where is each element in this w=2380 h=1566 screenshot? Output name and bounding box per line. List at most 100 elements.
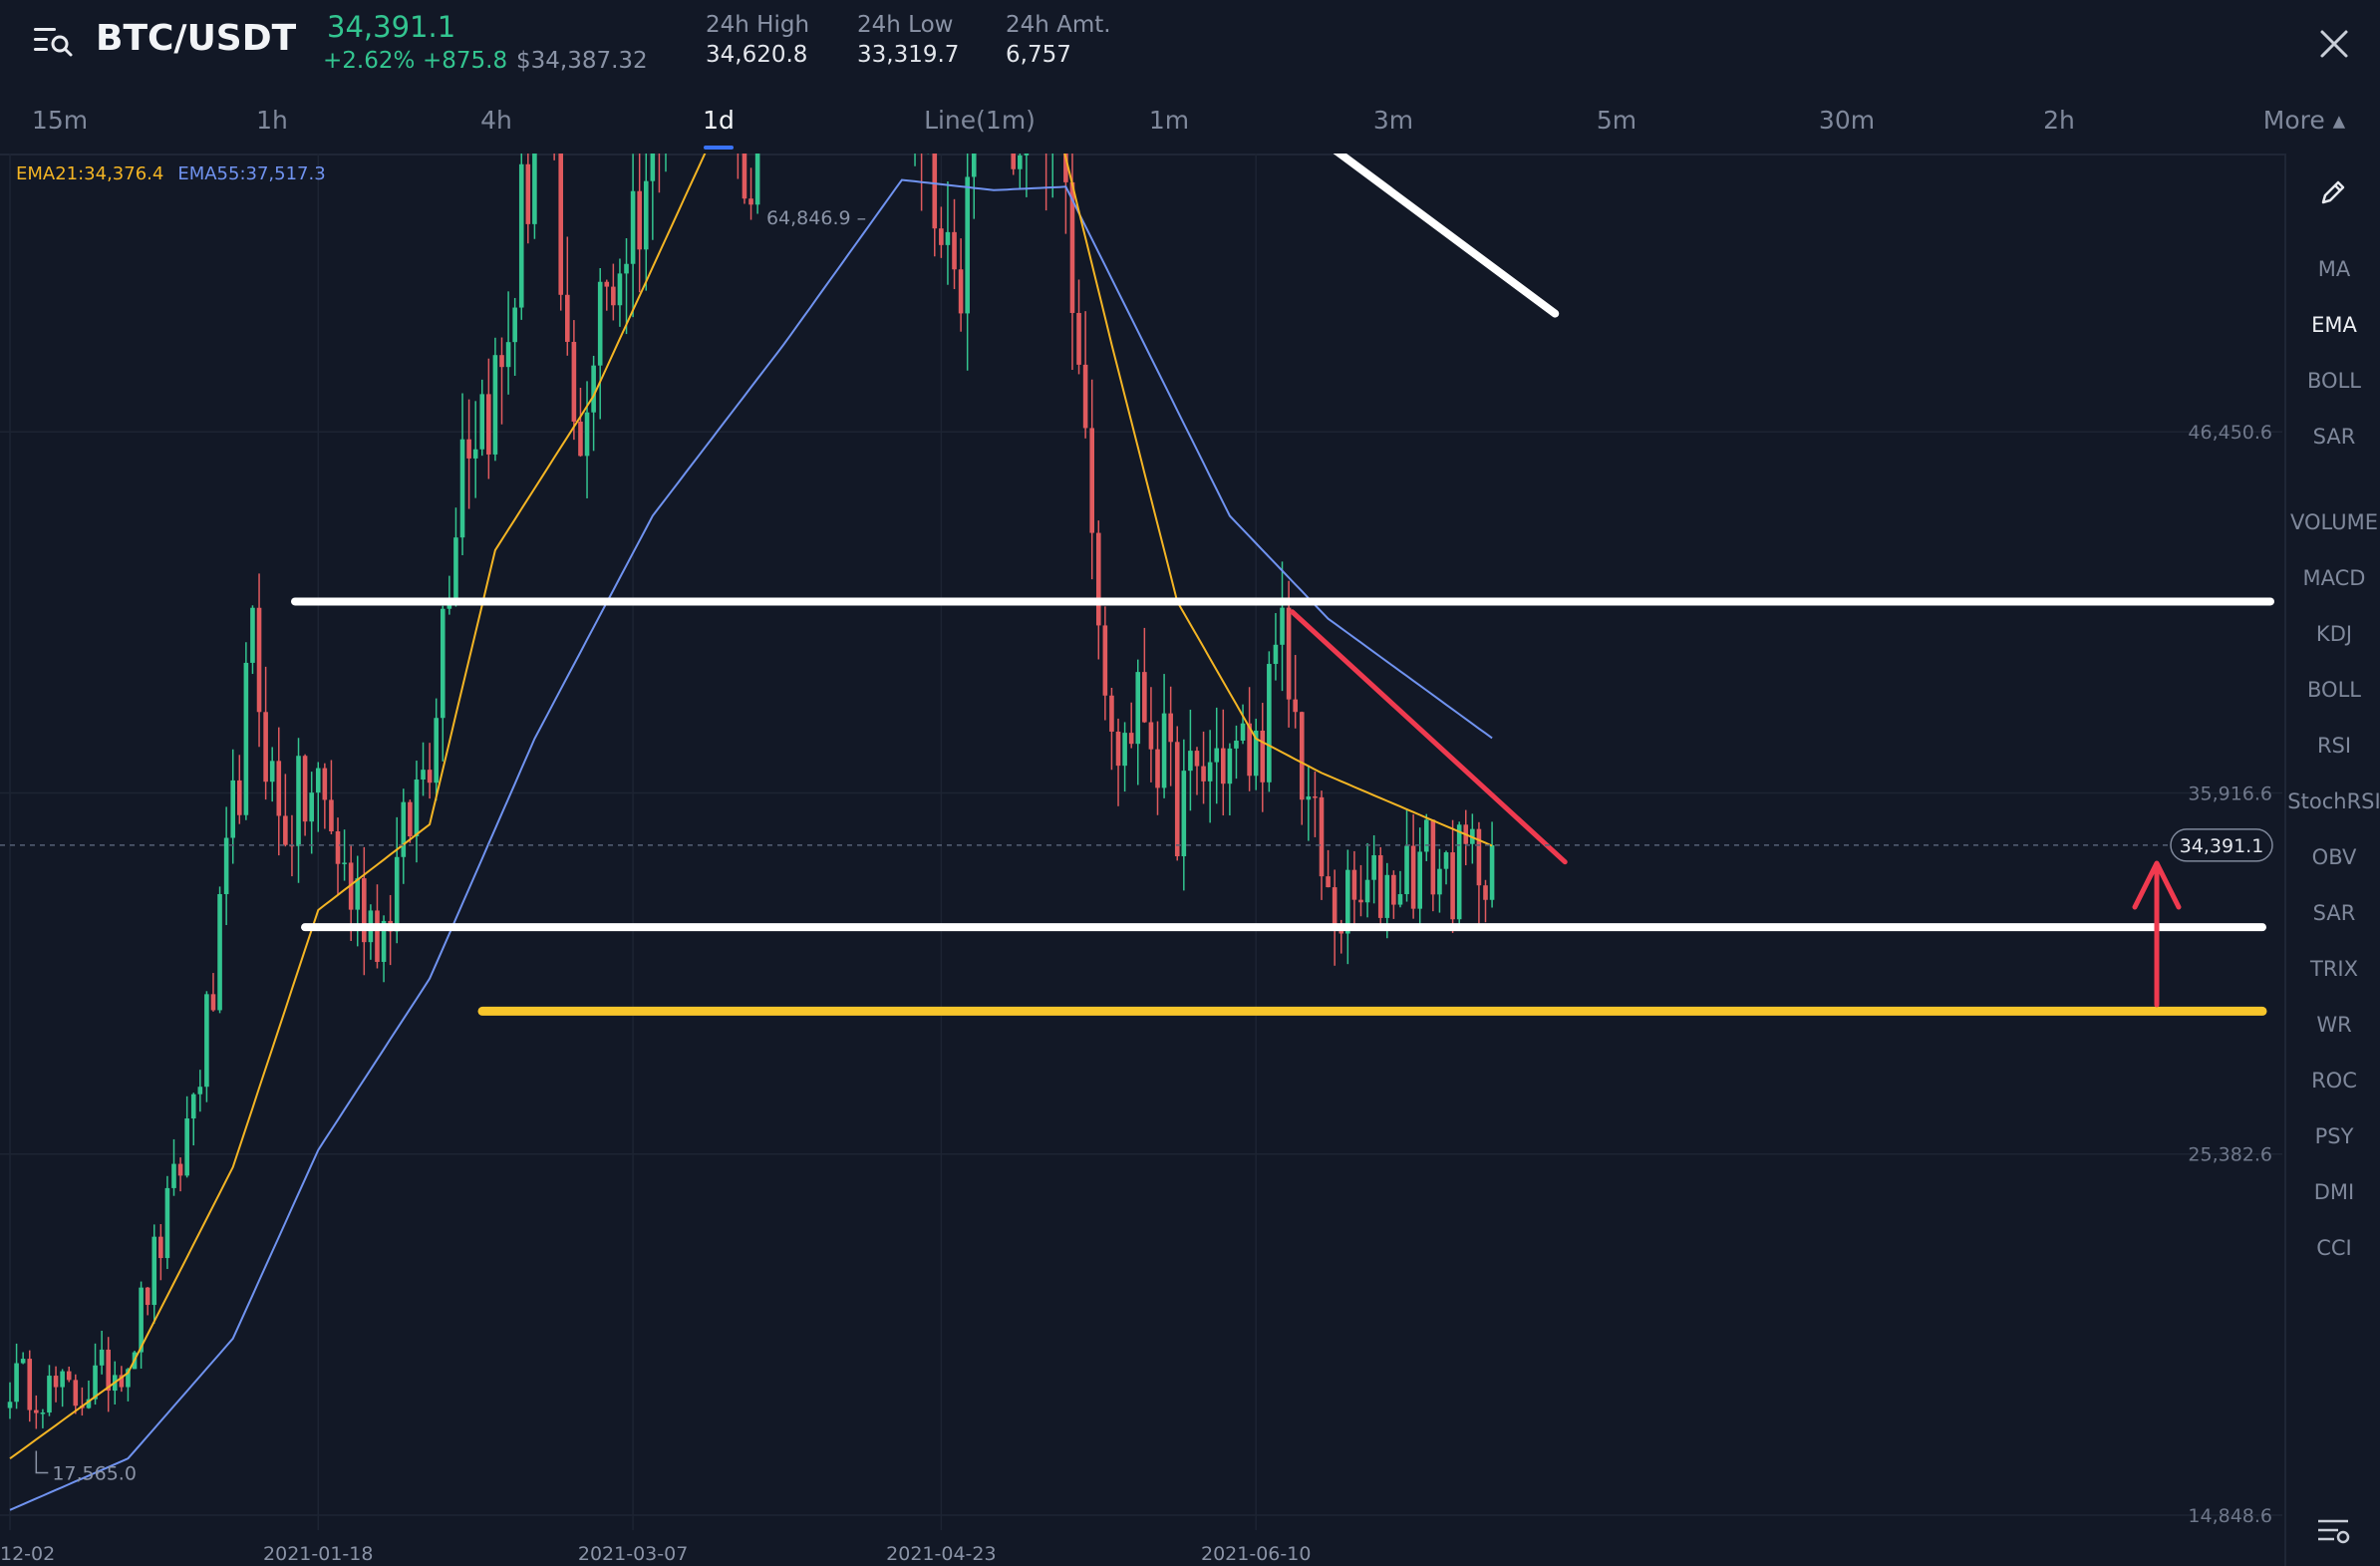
candle-body bbox=[1306, 796, 1312, 800]
candle-body bbox=[348, 862, 354, 910]
candle-body bbox=[643, 180, 649, 250]
tab-1m[interactable]: 1m bbox=[1148, 106, 1190, 135]
candle-body bbox=[1430, 819, 1436, 895]
indicator-ma[interactable]: MA bbox=[2317, 257, 2351, 281]
candle-body bbox=[1069, 181, 1075, 313]
indicator-roc[interactable]: ROC bbox=[2311, 1069, 2357, 1093]
candle-body bbox=[106, 1349, 111, 1392]
candle-body bbox=[630, 190, 636, 264]
candle-body bbox=[459, 439, 465, 538]
candle-body bbox=[335, 830, 341, 864]
candle-body bbox=[1397, 894, 1403, 905]
indicator-sar-sub[interactable]: SAR bbox=[2312, 901, 2356, 925]
candle-body bbox=[446, 603, 452, 609]
indicator-macd[interactable]: MACD bbox=[2302, 566, 2366, 590]
indicator-boll[interactable]: BOLL bbox=[2307, 369, 2361, 393]
y-tick-label: 46,450.6 bbox=[2188, 422, 2272, 444]
tab-4h[interactable]: 4h bbox=[480, 106, 512, 135]
candle-body bbox=[223, 837, 229, 894]
candle-body bbox=[1450, 852, 1455, 920]
menu-search-icon[interactable] bbox=[34, 24, 74, 60]
pair-title[interactable]: BTC/USDT bbox=[96, 18, 297, 59]
indicator-wr[interactable]: WR bbox=[2316, 1013, 2352, 1037]
tab-1h[interactable]: 1h bbox=[256, 106, 288, 135]
tab-30m[interactable]: 30m bbox=[1818, 106, 1876, 135]
tab-1d[interactable]: 1d bbox=[703, 106, 735, 135]
candle-body bbox=[93, 1365, 98, 1400]
indicator-ema[interactable]: EMA bbox=[2311, 313, 2357, 337]
candle-body bbox=[145, 1287, 150, 1306]
candle-body bbox=[945, 231, 951, 245]
candle-body bbox=[7, 1402, 13, 1409]
candle-body bbox=[1423, 819, 1429, 852]
interval-tabs: 15m 1h 4h 1d Line(1m) 1m 3m 5m 30m 2h Mo… bbox=[0, 96, 2380, 156]
candle-body bbox=[139, 1287, 144, 1353]
indicator-boll-sub[interactable]: BOLL bbox=[2307, 678, 2361, 702]
candle-body bbox=[1234, 740, 1239, 749]
candle-body bbox=[1293, 699, 1298, 713]
candle-body bbox=[952, 231, 957, 270]
candle-body bbox=[171, 1163, 176, 1188]
indicator-sidebar: MA EMA BOLL SAR VOLUME MACD KDJ BOLL RSI… bbox=[2284, 154, 2380, 1566]
x-tick-label: 2021-06-10 bbox=[1201, 1543, 1311, 1565]
x-tick-label: 12-02 bbox=[0, 1543, 55, 1565]
indicator-rsi[interactable]: RSI bbox=[2316, 734, 2352, 758]
candle-body bbox=[1188, 751, 1193, 772]
candle-body bbox=[558, 154, 564, 295]
header-bar: BTC/USDT 34,391.1 +2.62% +875.8 $34,387.… bbox=[0, 0, 2380, 92]
candle-body bbox=[250, 607, 255, 663]
candle-body bbox=[329, 799, 334, 831]
candle-body bbox=[197, 1087, 203, 1095]
close-icon[interactable] bbox=[2314, 24, 2354, 64]
indicator-sar[interactable]: SAR bbox=[2312, 425, 2356, 449]
tab-3m[interactable]: 3m bbox=[1372, 106, 1414, 135]
indicator-stochrsi[interactable]: StochRSI bbox=[2287, 789, 2380, 813]
tab-15m[interactable]: 15m bbox=[31, 106, 89, 135]
candle-body bbox=[1095, 532, 1101, 626]
candle-body bbox=[499, 355, 504, 368]
candle-body bbox=[1410, 845, 1416, 909]
indicator-obv[interactable]: OBV bbox=[2311, 845, 2357, 869]
indicator-volume[interactable]: VOLUME bbox=[2290, 510, 2378, 534]
stat-24h-low-label: 24h Low bbox=[857, 12, 954, 38]
indicator-psy[interactable]: PSY bbox=[2314, 1124, 2354, 1148]
candle-body bbox=[505, 342, 511, 368]
candle-body bbox=[1358, 899, 1363, 903]
candle-body bbox=[1194, 751, 1200, 767]
candle-body bbox=[375, 910, 380, 962]
candle-body bbox=[650, 154, 656, 181]
candlestick-chart[interactable]: 56,984.646,450.635,916.625,382.614,848.6… bbox=[0, 154, 2282, 1566]
candle-body bbox=[243, 662, 249, 815]
candle-body bbox=[302, 756, 308, 822]
tab-line-1m[interactable]: Line(1m) bbox=[924, 106, 1036, 135]
candle-body bbox=[1437, 868, 1442, 895]
candle-body bbox=[617, 273, 623, 306]
candle-body bbox=[421, 770, 426, 781]
indicator-cci[interactable]: CCI bbox=[2316, 1236, 2352, 1260]
stat-24h-amount-value: 6,757 bbox=[1006, 42, 1071, 68]
candle-body bbox=[453, 537, 458, 604]
settings-sliders-icon[interactable] bbox=[2314, 1513, 2352, 1547]
indicator-kdj[interactable]: KDJ bbox=[2315, 622, 2353, 646]
candle-body bbox=[748, 198, 753, 205]
x-tick-label: 2021-03-07 bbox=[578, 1543, 688, 1565]
candle-body bbox=[47, 1376, 52, 1413]
candle-body bbox=[53, 1376, 59, 1388]
tab-2h[interactable]: 2h bbox=[2043, 106, 2075, 135]
candle-body bbox=[932, 154, 938, 229]
tab-5m[interactable]: 5m bbox=[1596, 106, 1637, 135]
candle-body bbox=[217, 893, 222, 1011]
indicator-dmi[interactable]: DMI bbox=[2313, 1180, 2355, 1204]
candle-body bbox=[1102, 625, 1108, 696]
ema55-line bbox=[9, 178, 1493, 1511]
candle-body bbox=[479, 394, 485, 450]
indicator-trix[interactable]: TRIX bbox=[2310, 957, 2358, 981]
pencil-icon[interactable] bbox=[2316, 175, 2350, 209]
candle-body bbox=[119, 1375, 125, 1388]
candle-body bbox=[1286, 607, 1292, 700]
tab-more[interactable]: More ▴ bbox=[2262, 106, 2346, 135]
candle-body bbox=[322, 768, 328, 800]
candle-body bbox=[1345, 869, 1350, 934]
ema55-value: EMA55:37,517.3 bbox=[177, 163, 326, 184]
candle-body bbox=[472, 449, 478, 459]
